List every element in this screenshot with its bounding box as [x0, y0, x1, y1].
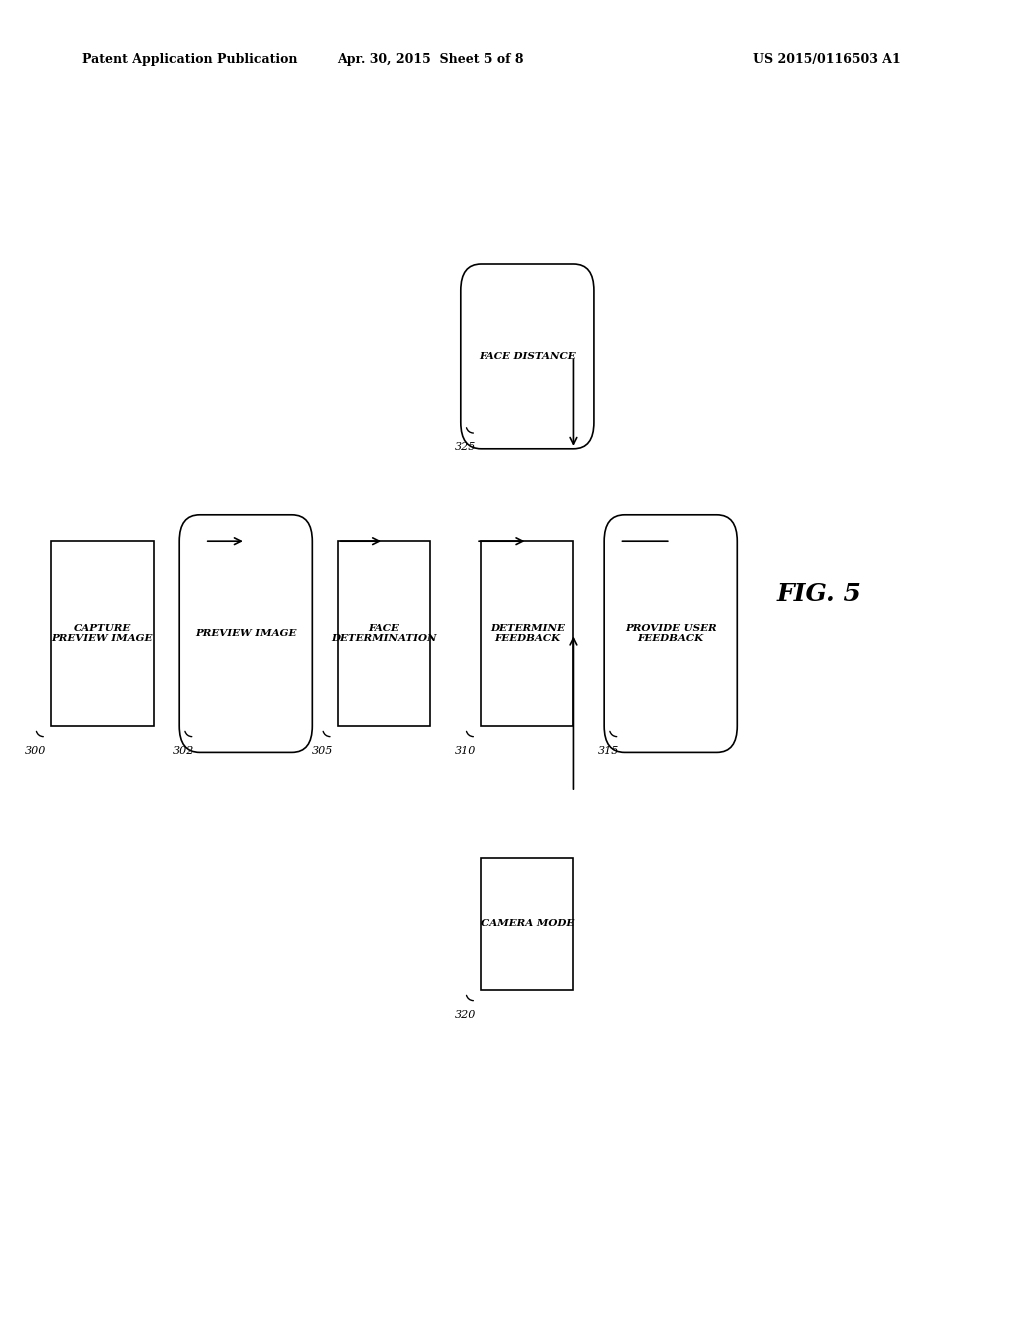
FancyBboxPatch shape — [51, 541, 154, 726]
Text: 320: 320 — [455, 1010, 476, 1020]
Text: FIG. 5: FIG. 5 — [777, 582, 861, 606]
Text: 302: 302 — [173, 746, 195, 756]
Text: DETERMINE
FEEDBACK: DETERMINE FEEDBACK — [489, 624, 565, 643]
Text: FACE DISTANCE: FACE DISTANCE — [479, 352, 575, 360]
Text: CAMERA MODE: CAMERA MODE — [480, 920, 574, 928]
FancyBboxPatch shape — [481, 858, 573, 990]
Text: 325: 325 — [455, 442, 476, 453]
Text: US 2015/0116503 A1: US 2015/0116503 A1 — [754, 53, 901, 66]
Text: Patent Application Publication: Patent Application Publication — [82, 53, 297, 66]
Text: PREVIEW IMAGE: PREVIEW IMAGE — [196, 630, 296, 638]
Text: 300: 300 — [25, 746, 46, 756]
Text: PROVIDE USER
FEEDBACK: PROVIDE USER FEEDBACK — [625, 624, 717, 643]
Text: CAPTURE
PREVIEW IMAGE: CAPTURE PREVIEW IMAGE — [52, 624, 153, 643]
Text: Apr. 30, 2015  Sheet 5 of 8: Apr. 30, 2015 Sheet 5 of 8 — [337, 53, 523, 66]
Text: 305: 305 — [311, 746, 333, 756]
FancyBboxPatch shape — [179, 515, 312, 752]
FancyBboxPatch shape — [481, 541, 573, 726]
Text: 315: 315 — [598, 746, 620, 756]
FancyBboxPatch shape — [604, 515, 737, 752]
FancyBboxPatch shape — [338, 541, 430, 726]
Text: 310: 310 — [455, 746, 476, 756]
FancyBboxPatch shape — [461, 264, 594, 449]
Text: FACE
DETERMINATION: FACE DETERMINATION — [331, 624, 437, 643]
